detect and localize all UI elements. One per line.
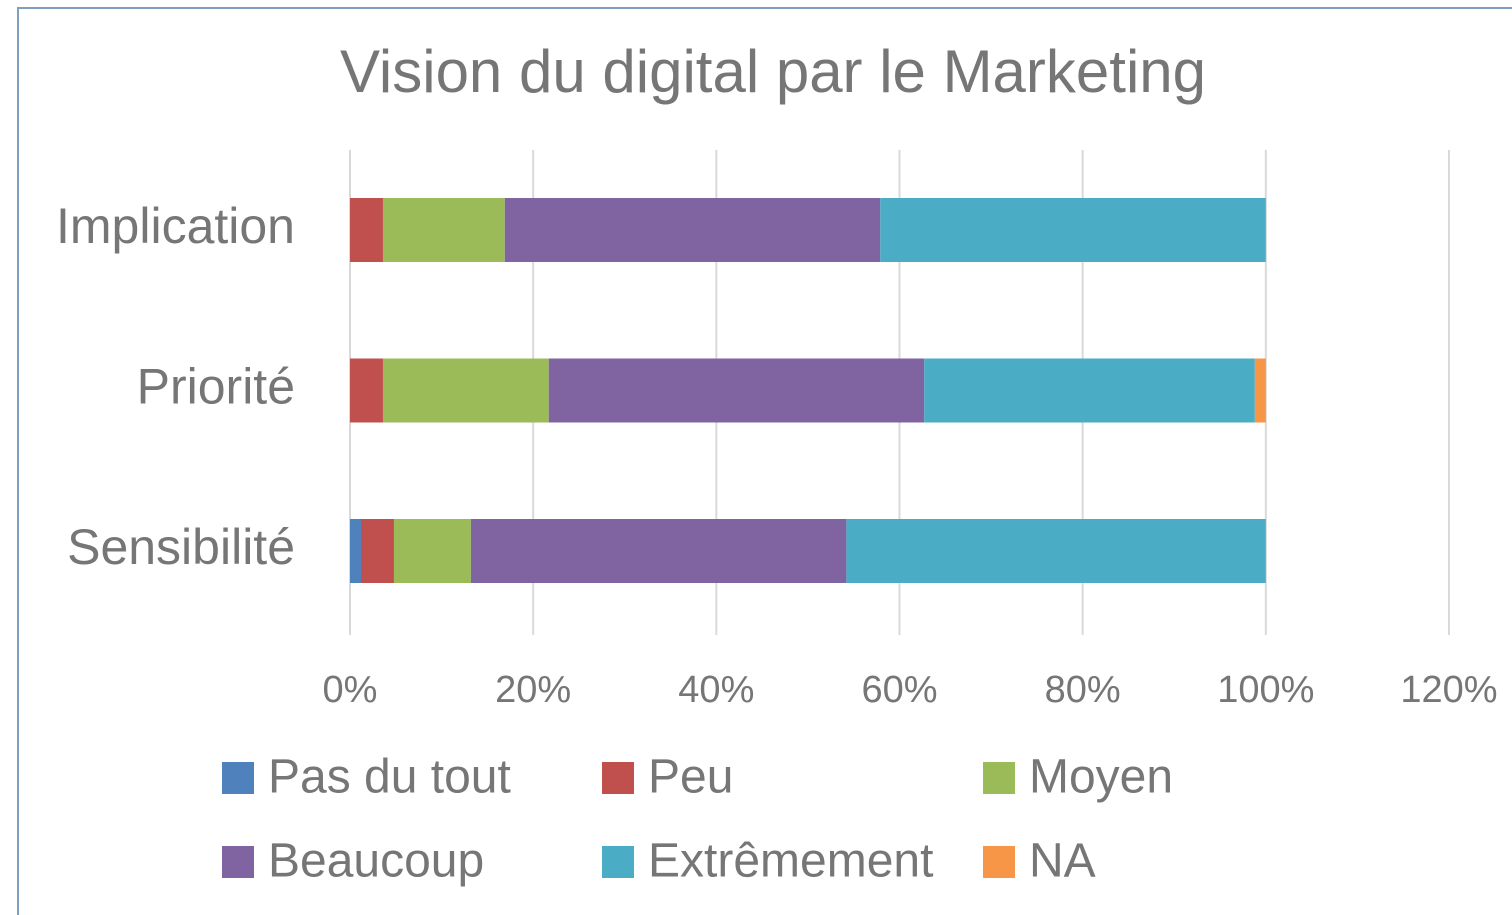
x-tick-label: 0%	[323, 669, 378, 711]
bar-segment	[382, 198, 505, 262]
legend-label: NA	[1029, 835, 1096, 888]
bar-segment	[350, 519, 361, 583]
chart-title: Vision du digital par le Marketing	[340, 38, 1206, 105]
x-tick-label: 60%	[861, 669, 937, 711]
legend-label: Moyen	[1029, 751, 1173, 804]
x-tick-label: 80%	[1045, 669, 1121, 711]
bar-segment	[382, 358, 549, 423]
x-tick-label: 40%	[678, 669, 754, 711]
legend-swatch	[983, 762, 1015, 794]
legend-swatch	[602, 762, 634, 794]
bar-segment	[360, 519, 394, 583]
y-tick-label: Priorité	[137, 359, 295, 415]
chart-border	[17, 7, 1512, 915]
x-tick-label: 20%	[495, 669, 571, 711]
legend-label: Pas du tout	[268, 751, 511, 804]
bar-segment	[846, 519, 1266, 583]
legend-label: Beaucoup	[268, 835, 484, 888]
bar-segment	[350, 198, 383, 262]
legend-label: Peu	[648, 751, 733, 804]
x-tick-label: 100%	[1217, 669, 1314, 711]
legend-swatch	[983, 846, 1015, 878]
bar-segment	[1254, 358, 1266, 423]
bar-segment	[350, 358, 383, 423]
bar-segment	[548, 358, 925, 423]
legend-swatch	[222, 762, 254, 794]
bar-segment	[880, 198, 1266, 262]
legend-swatch	[602, 846, 634, 878]
legend-swatch	[222, 846, 254, 878]
bar-segment	[504, 198, 881, 262]
bar-segment	[470, 519, 847, 583]
y-tick-label: Sensibilité	[67, 519, 295, 575]
bar-segment	[393, 519, 471, 583]
y-tick-label: Implication	[56, 198, 295, 254]
legend-label: Extrêmement	[648, 835, 933, 888]
x-tick-label: 120%	[1400, 669, 1497, 711]
bar-segment	[924, 358, 1255, 423]
